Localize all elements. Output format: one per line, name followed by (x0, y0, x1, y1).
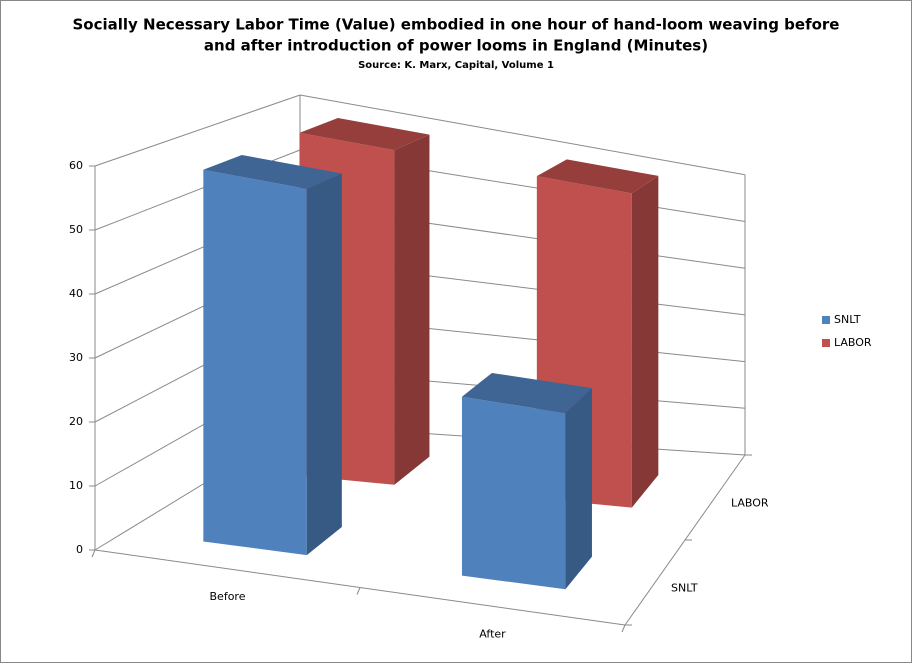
bar-front (461, 396, 566, 590)
legend-swatch (822, 339, 830, 347)
bar-side (306, 173, 342, 556)
legend-label: SNLT (834, 313, 861, 326)
chart-title: and after introduction of power looms in… (204, 37, 708, 55)
bar-side (631, 175, 659, 508)
grid-line (94, 94, 301, 167)
bar-top (461, 372, 592, 414)
y-tick-label: 50 (69, 223, 83, 236)
legend-label: LABOR (834, 336, 872, 349)
depth-tick-label: LABOR (731, 497, 769, 510)
depth-tick-label: SNLT (671, 582, 698, 595)
bar-top (536, 159, 659, 194)
bar-side (565, 388, 592, 590)
bar-front (203, 169, 307, 556)
y-tick-label: 40 (69, 287, 83, 300)
y-tick-label: 20 (69, 415, 83, 428)
x-tick-label: Before (210, 590, 246, 603)
x-tick (356, 587, 361, 595)
legend-swatch (822, 316, 830, 324)
bar-top (203, 154, 342, 189)
y-tick-label: 0 (76, 543, 83, 556)
bar (203, 154, 342, 556)
bar (461, 372, 592, 590)
bar-side (394, 134, 430, 485)
chart-subtitle: Source: K. Marx, Capital, Volume 1 (358, 60, 554, 71)
bar-top (299, 118, 430, 151)
y-tick-label: 30 (69, 351, 83, 364)
y-tick-label: 60 (69, 159, 83, 172)
x-tick-label: After (479, 627, 506, 640)
x-tick (621, 624, 626, 633)
grid-line (299, 94, 746, 176)
x-tick (91, 549, 96, 558)
chart-title: Socially Necessary Labor Time (Value) em… (73, 16, 840, 34)
y-tick-label: 10 (69, 479, 83, 492)
